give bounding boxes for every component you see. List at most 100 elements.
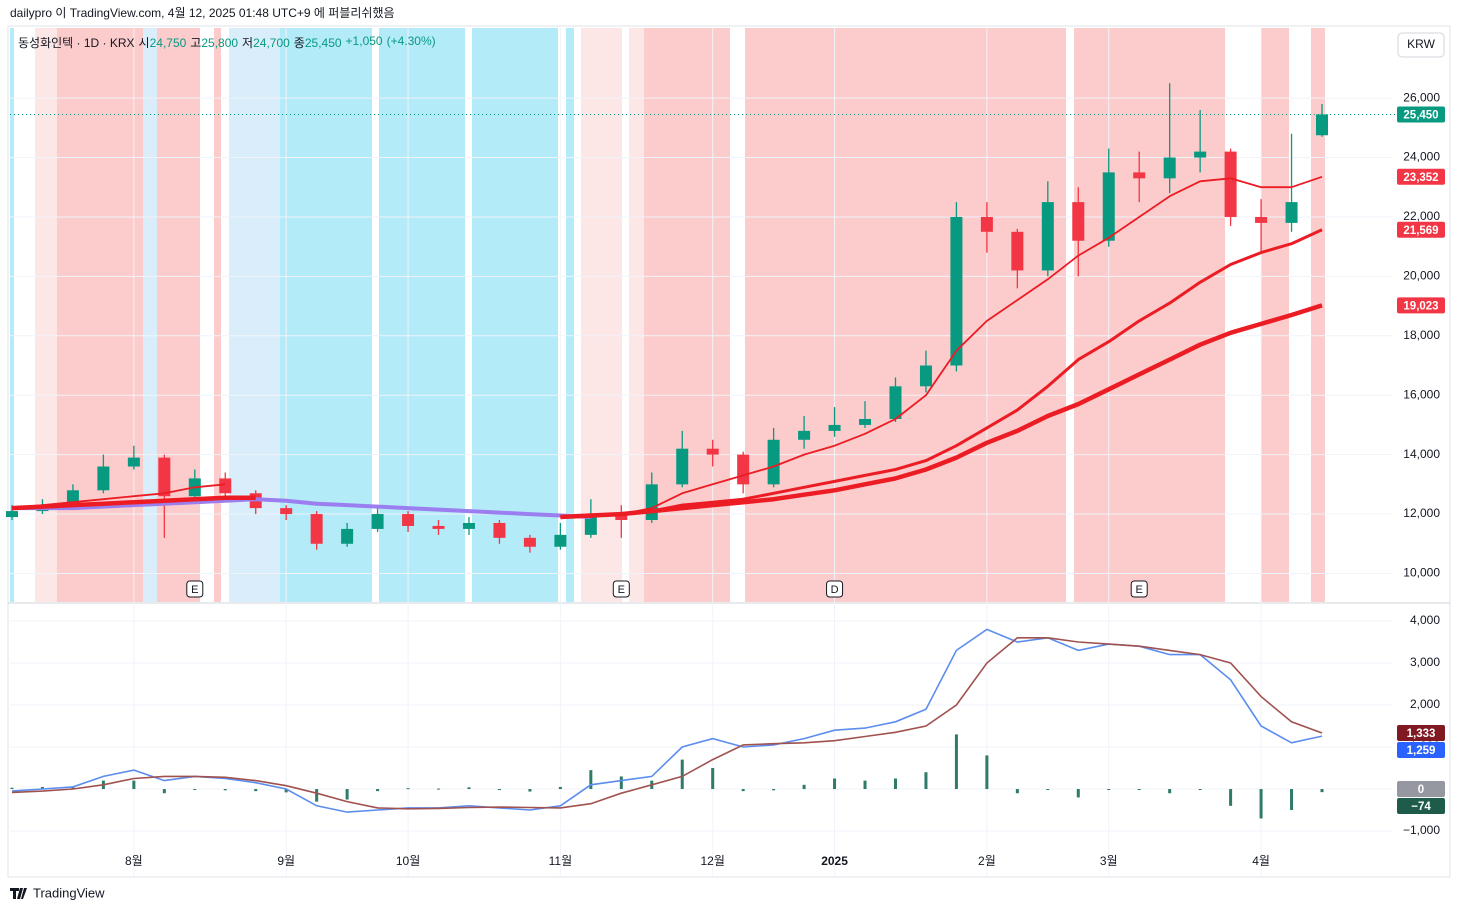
- event-label: D: [831, 584, 839, 596]
- currency[interactable]: KRW: [1407, 37, 1435, 51]
- candle-body: [341, 528, 354, 544]
- ohlc: 종25,450: [294, 34, 342, 51]
- candle-body: [554, 534, 567, 547]
- y-tick-label: 14,000: [1403, 447, 1440, 461]
- price-badge-label: 0: [1418, 784, 1424, 796]
- histogram-bar: [193, 789, 197, 791]
- candle-body: [1224, 151, 1237, 217]
- histogram-bar: [162, 789, 166, 794]
- histogram-bar: [467, 787, 471, 790]
- candle-body: [950, 216, 963, 366]
- histogram-bar: [954, 734, 958, 790]
- currency-button[interactable]: [1397, 32, 1445, 58]
- histogram-bar: [437, 788, 441, 790]
- y-tick-label: 18,000: [1403, 328, 1440, 342]
- candle-body: [1316, 114, 1328, 136]
- brand: TradingView: [33, 885, 105, 900]
- histogram-bar: [1168, 789, 1172, 794]
- y-tick-label: 12,000: [1403, 506, 1440, 520]
- histogram-bar: [1320, 789, 1324, 793]
- macd-line: [11, 628, 1323, 813]
- histogram-bar: [315, 789, 319, 802]
- x-tick-label: 3월: [1100, 854, 1118, 868]
- publisher: dailypro 이 TradingView.com, 4월 12, 2025 …: [10, 6, 395, 20]
- histogram-bar: [376, 789, 380, 792]
- histogram-bar: [711, 768, 715, 790]
- histogram-bar: [863, 780, 867, 790]
- price-badge-label: 19,023: [1403, 300, 1438, 312]
- event-label: E: [191, 584, 198, 596]
- histogram-bar: [1046, 789, 1050, 791]
- tv-logo: [10, 888, 27, 899]
- histogram-bar: [1076, 789, 1080, 798]
- histogram-bar: [71, 786, 75, 790]
- candle-body: [828, 424, 841, 431]
- y-tick-label: 2,000: [1410, 697, 1440, 711]
- frame: [7, 25, 1451, 878]
- histogram-bar: [40, 786, 44, 790]
- candle-body: [1194, 151, 1207, 158]
- candle-body: [310, 514, 323, 544]
- symbol: 동성화인텍 · 1D · KRX: [18, 36, 135, 50]
- macd-line: [11, 637, 1323, 810]
- price-badge: [1397, 106, 1445, 123]
- candle-body: [1011, 231, 1024, 271]
- candle-body: [676, 448, 689, 485]
- candle-body: [1102, 172, 1115, 241]
- y-tick-label: 10,000: [1403, 566, 1440, 580]
- histogram-bar: [589, 770, 593, 790]
- candle-body: [97, 466, 110, 491]
- price-badge-label: −74: [1411, 801, 1431, 813]
- histogram-bar: [985, 755, 989, 790]
- candle-body: [584, 514, 597, 535]
- histogram-bar: [284, 789, 288, 793]
- price-badge-label: 23,352: [1403, 172, 1438, 184]
- candle-body: [402, 514, 415, 526]
- x-tick-label: 11월: [549, 854, 573, 868]
- histogram-bar: [254, 789, 258, 792]
- candle-body: [1255, 216, 1268, 223]
- x-tick-label: 10월: [396, 854, 420, 868]
- x-tick-label: 4월: [1252, 854, 1270, 868]
- candle-body: [1285, 202, 1298, 223]
- histogram-bar: [223, 789, 227, 791]
- event-marker: [1130, 580, 1148, 598]
- y-tick-label: 4,000: [1410, 613, 1440, 627]
- candle-body: [158, 457, 171, 497]
- moving-average: [11, 303, 1323, 520]
- histogram-bar: [132, 780, 136, 790]
- moving-average: [11, 175, 1323, 518]
- histogram-bar: [1290, 789, 1294, 811]
- candle-body: [6, 511, 18, 518]
- candle-body: [919, 365, 932, 387]
- price-badge-label: 25,450: [1403, 109, 1438, 121]
- legend: 동성화인텍 · 1D · KRX 시24,750 고25,800 저24,700…: [18, 34, 436, 51]
- value: 25,450: [304, 36, 342, 50]
- value: 25,800: [201, 36, 239, 50]
- histogram-bar: [10, 787, 14, 790]
- candle-body: [859, 418, 872, 425]
- price-badge: [1397, 168, 1445, 185]
- x-tick-label: 12월: [701, 854, 725, 868]
- price-badge: [1397, 297, 1445, 314]
- candle-body: [798, 430, 811, 440]
- moving-average: [560, 228, 1323, 519]
- candle-body: [127, 457, 140, 467]
- candle-body: [280, 508, 293, 515]
- signal-bands: [10, 28, 1325, 602]
- histogram-bar: [741, 789, 745, 792]
- candle-body: [645, 484, 658, 520]
- change-percent: (+4.30%): [386, 34, 436, 48]
- histogram-bar: [924, 772, 928, 790]
- histogram-bar: [558, 786, 562, 790]
- histogram-bar: [1198, 789, 1202, 791]
- candle-body: [615, 514, 628, 520]
- histogram-bar: [1015, 789, 1019, 794]
- y-tick-label: 22,000: [1403, 209, 1440, 223]
- event-label: E: [618, 584, 625, 596]
- candle-body: [493, 522, 506, 538]
- candle-body: [1072, 202, 1085, 241]
- candle-body: [980, 216, 993, 232]
- x-tick-label: 2월: [978, 854, 996, 868]
